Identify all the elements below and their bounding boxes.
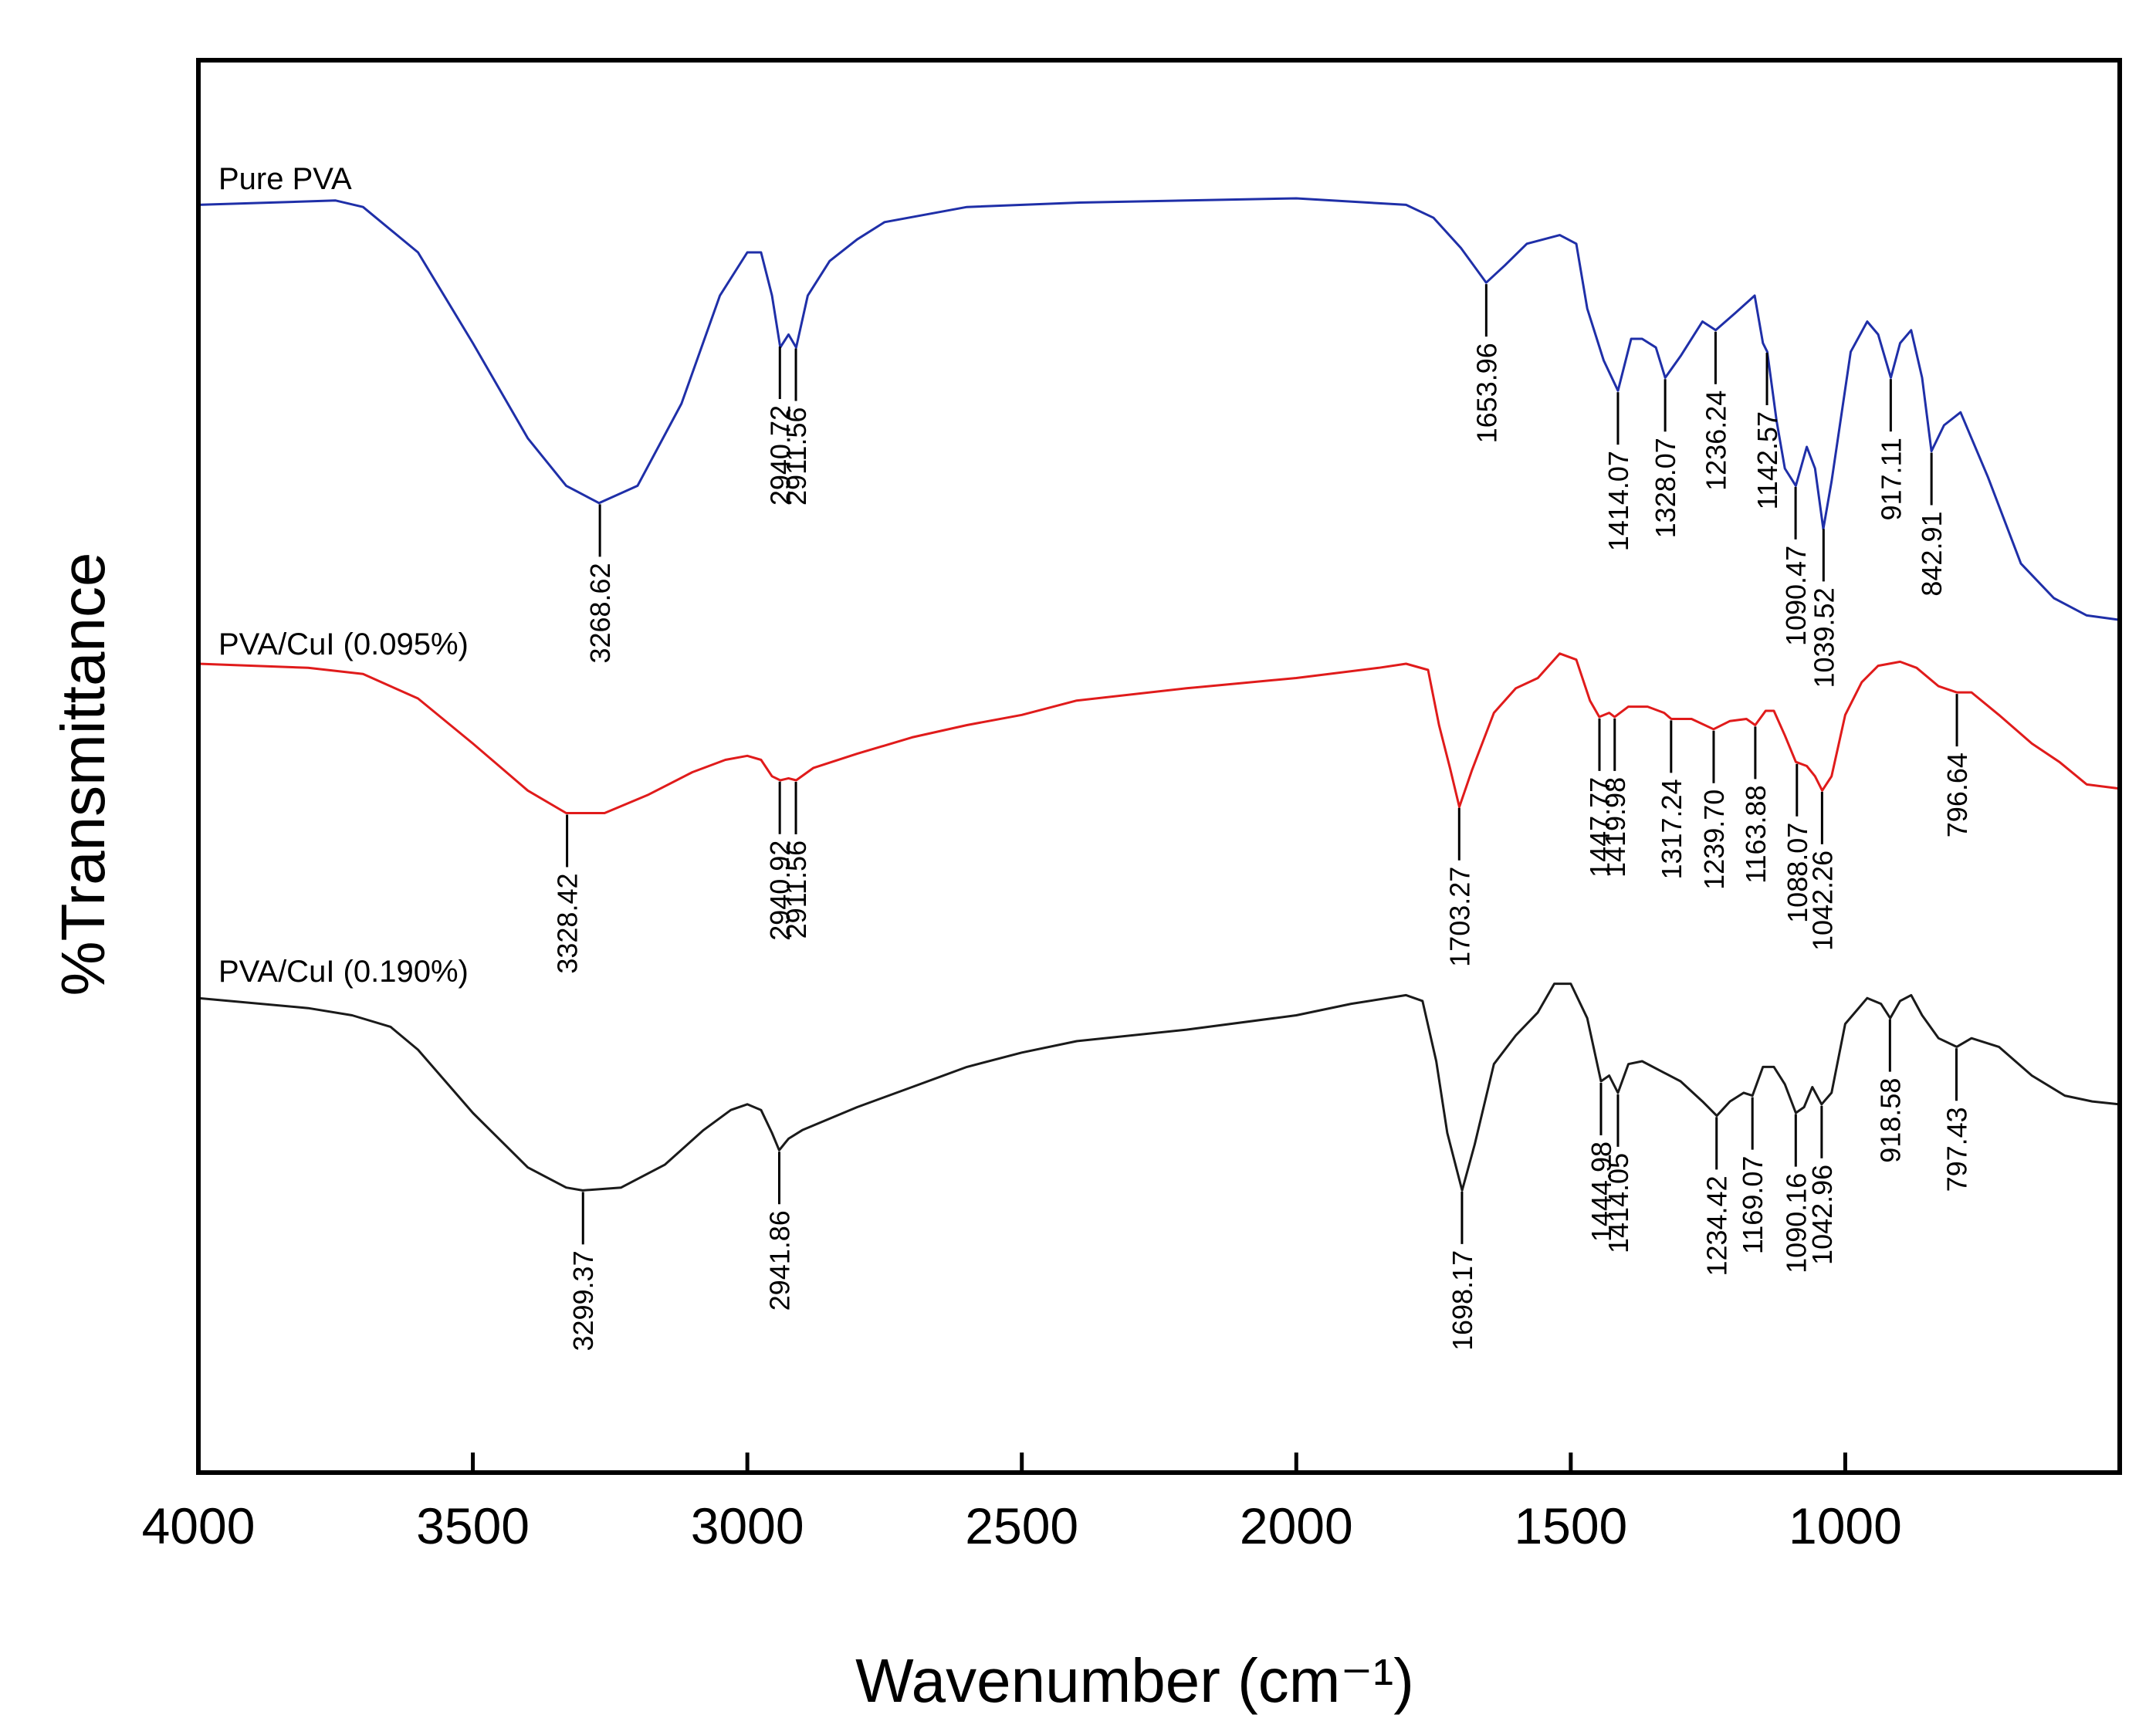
peak-label-pva-cui-0-190-1414-05: 1414.05 [1603, 1153, 1634, 1253]
peak-label-pva-cui-0-095-1317-24: 1317.24 [1656, 779, 1687, 879]
series-label-pva-cui-0-095: PVA/CuI (0.095%) [218, 627, 469, 661]
peak-label-pure-pva-3268-62: 3268.62 [584, 563, 616, 663]
peak-label-pva-cui-0-190-1698-17: 1698.17 [1447, 1250, 1478, 1351]
x-tick-label-2000: 2000 [1240, 1497, 1353, 1554]
peak-label-pva-cui-0-095-1088-07: 1088.07 [1782, 823, 1813, 923]
peak-label-pure-pva-1653-96: 1653.96 [1471, 343, 1502, 443]
series-label-pure-pva: Pure PVA [218, 162, 352, 196]
peak-label-pva-cui-0-190-3299-37: 3299.37 [567, 1250, 599, 1351]
peak-label-pva-cui-0-095-1703-27: 1703.27 [1444, 867, 1475, 967]
peak-label-pure-pva-1142-57: 1142.57 [1752, 411, 1783, 509]
peak-label-pure-pva-1039-52: 1039.52 [1808, 587, 1840, 688]
y-axis-title: %Transmittance [49, 553, 117, 996]
spectra-layer [198, 197, 2119, 1192]
peak-label-pva-cui-0-095-1163-88: 1163.88 [1740, 785, 1772, 883]
x-tick-label-3000: 3000 [691, 1497, 804, 1554]
peak-label-pva-cui-0-095-1042-26: 1042.26 [1806, 851, 1838, 951]
series-label-pva-cui-0-190: PVA/CuI (0.190%) [218, 955, 469, 989]
spectrum-line-pva-cui-0-095 [198, 652, 2119, 814]
peak-label-pure-pva-1236-24: 1236.24 [1700, 391, 1731, 491]
peak-label-pva-cui-0-095-2911-56: 2911.56 [780, 840, 812, 939]
peak-label-pva-cui-0-190-797-43: 797.43 [1941, 1107, 1973, 1192]
peak-label-pva-cui-0-095-796-64: 796.64 [1941, 753, 1973, 837]
x-tick-label-4000: 4000 [142, 1497, 256, 1554]
x-tick-label-3500: 3500 [416, 1497, 530, 1554]
peak-label-pure-pva-1328-07: 1328.07 [1650, 438, 1681, 538]
series-label-layer: Pure PVA PVA/CuI (0.095%) PVA/CuI (0.190%) [218, 162, 469, 989]
x-tick-label-2500: 2500 [965, 1497, 1078, 1554]
peak-label-pva-cui-0-190-1234-42: 1234.42 [1701, 1175, 1733, 1276]
x-axis-ticks: 4000 3500 3000 2500 2000 1500 1000 [142, 1453, 1902, 1554]
peak-label-pva-cui-0-190-1090-16: 1090.16 [1780, 1173, 1812, 1273]
peak-label-pva-cui-0-190-1444-98: 1444.98 [1586, 1141, 1617, 1242]
spectrum-line-pure-pva [198, 197, 2119, 621]
peak-label-pure-pva-2911-56: 2911.56 [780, 408, 812, 506]
peak-label-pva-cui-0-095-1239-70: 1239.70 [1698, 790, 1730, 890]
peak-label-pva-cui-0-095-1447-77: 1447.77 [1584, 777, 1616, 878]
peak-label-pva-cui-0-190-918-58: 918.58 [1874, 1078, 1906, 1163]
peak-label-pva-cui-0-190-1042-96: 1042.96 [1806, 1165, 1838, 1265]
x-axis-title: Wavenumber (cm⁻¹) [855, 1646, 1414, 1715]
peak-label-pure-pva-917-11: 917.11 [1875, 438, 1907, 520]
peak-label-pva-cui-0-095-2940-92: 2940.92 [764, 840, 796, 941]
peak-label-pure-pva-842-91: 842.91 [1916, 512, 1948, 597]
peak-label-pva-cui-0-095-1419-98: 1419.98 [1599, 777, 1631, 878]
spectrum-line-pva-cui-0-190 [198, 982, 2119, 1192]
peak-label-pure-pva-1090-47: 1090.47 [1780, 546, 1812, 646]
peak-label-pva-cui-0-190-1169-07: 1169.07 [1737, 1156, 1768, 1254]
x-tick-label-1500: 1500 [1514, 1497, 1627, 1554]
peak-label-pva-cui-0-190-2941-86: 2941.86 [764, 1210, 796, 1311]
x-tick-label-1000: 1000 [1789, 1497, 1902, 1554]
peak-label-pure-pva-1414-07: 1414.07 [1603, 451, 1634, 551]
peak-label-pure-pva-2940-72: 2940.72 [764, 405, 796, 506]
peak-label-pva-cui-0-095-3328-42: 3328.42 [552, 874, 584, 974]
plot-frame [196, 58, 2122, 1475]
